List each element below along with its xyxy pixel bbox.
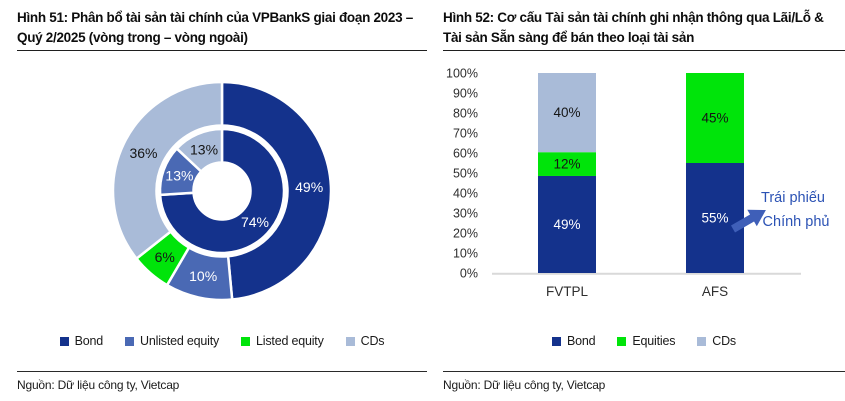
y-axis-tick-label: 0% [460,267,478,281]
figure-52-legend-item-equities: Equities [617,334,675,348]
figure-52-panel: Hình 52: Cơ cấu Tài sản tài chính ghi nh… [443,8,845,392]
figure-52-legend-item-cds: CDs [697,334,736,348]
x-axis-category-label: AFS [702,284,728,299]
legend-swatch-icon [345,336,355,346]
figure-52-legend: Bond Equities CDs [443,333,845,349]
donut-segment-label: 6% [155,249,175,265]
y-axis-tick-label: 100% [446,67,478,81]
bar-segment-bond [686,163,744,273]
annotation-arrow-icon [731,209,766,233]
figure-52-source: Nguồn: Dữ liệu công ty, Vietcap [443,378,606,392]
bar-segment-equities [686,73,744,163]
figure-52-footer: Nguồn: Dữ liệu công ty, Vietcap [443,371,845,392]
donut-segment-label: 49% [295,179,323,195]
donut-segment [158,127,286,255]
bar-segment-label: 45% [701,111,728,126]
nested-donut-chart: 74% 13% 13% 49% 10% 6% 36% [111,80,333,302]
legend-item-label: Bond [74,334,104,348]
report-figures-row: Hình 51: Phân bổ tài sản tài chính của V… [17,8,845,392]
stacked-bar-chart: 0% 10% 20% 30% 40% 50% 60% 70% 80% 90% 100% 49% 12% 4… [446,67,830,300]
legend-item-label: CDs [360,334,385,348]
donut-segment-label: 36% [129,145,157,161]
donut-segment-label: 10% [189,268,217,284]
figure-51-footer: Nguồn: Dữ liệu công ty, Vietcap [17,371,427,392]
bar-segment-label: 55% [701,211,728,226]
bar-segment-cds [538,73,596,153]
figure-52-title: Hình 52: Cơ cấu Tài sản tài chính ghi nh… [443,8,845,51]
bar-chart-area: 0% 10% 20% 30% 40% 50% 60% 70% 80% 90% 100% 49% 12% 4… [443,51,845,303]
y-axis-tick-label: 70% [453,127,478,141]
legend-swatch-icon [617,336,627,346]
figure-52-legend-item-bond: Bond [552,334,596,348]
figure-51-legend: Bond Unlisted equity Listed equity CDs [17,333,427,349]
legend-item-label: Listed equity [256,334,324,348]
y-axis-tick-label: 20% [453,227,478,241]
donut-chart-area: 74% 13% 13% 49% 10% 6% 36% [17,51,427,303]
donut-segment [111,80,224,261]
legend-swatch-icon [697,336,707,346]
figure-51-legend-item-bond: Bond [59,334,104,348]
donut-segment-label: 74% [241,214,269,230]
y-axis-tick-label: 90% [453,87,478,101]
annotation-government-bonds-line2: Chính phủ [763,214,830,230]
legend-item-label: Unlisted equity [140,334,220,348]
y-axis-tick-label: 60% [453,147,478,161]
figure-51-title: Hình 51: Phân bổ tài sản tài chính của V… [17,8,427,51]
donut-segment-label: 13% [190,141,218,157]
bar-segment-label: 49% [553,217,580,232]
bar-segment-label: 12% [553,157,580,172]
donut-segment [175,127,224,174]
legend-swatch-icon [59,336,69,346]
bar-segment-label: 40% [553,105,580,120]
annotation-government-bonds-line1: Trái phiếu [761,190,825,206]
legend-item-label: Bond [567,334,596,348]
y-axis-tick-label: 50% [453,167,478,181]
y-axis-tick-label: 80% [453,107,478,121]
legend-swatch-icon [241,336,251,346]
legend-item-label: Equities [632,334,676,348]
x-axis-category-label: FVTPL [546,284,589,299]
figure-51-source: Nguồn: Dữ liệu công ty, Vietcap [17,378,180,392]
bar-segment-equities [538,152,596,176]
figure-51-legend-item-cds: CDs [345,334,385,348]
y-axis-tick-label: 40% [453,187,478,201]
figure-51-legend-item-listed-equity: Listed equity [241,334,324,348]
figure-51-panel: Hình 51: Phân bổ tài sản tài chính của V… [17,8,427,392]
legend-item-label: CDs [712,334,736,348]
legend-swatch-icon [125,336,135,346]
y-axis-tick-label: 30% [453,207,478,221]
legend-swatch-icon [552,336,561,346]
bar-segment-bond [538,175,596,273]
donut-segment [220,80,333,301]
y-axis-tick-label: 10% [453,247,478,261]
donut-segment-label: 13% [165,168,193,184]
figure-51-legend-item-unlisted-equity: Unlisted equity [125,334,219,348]
